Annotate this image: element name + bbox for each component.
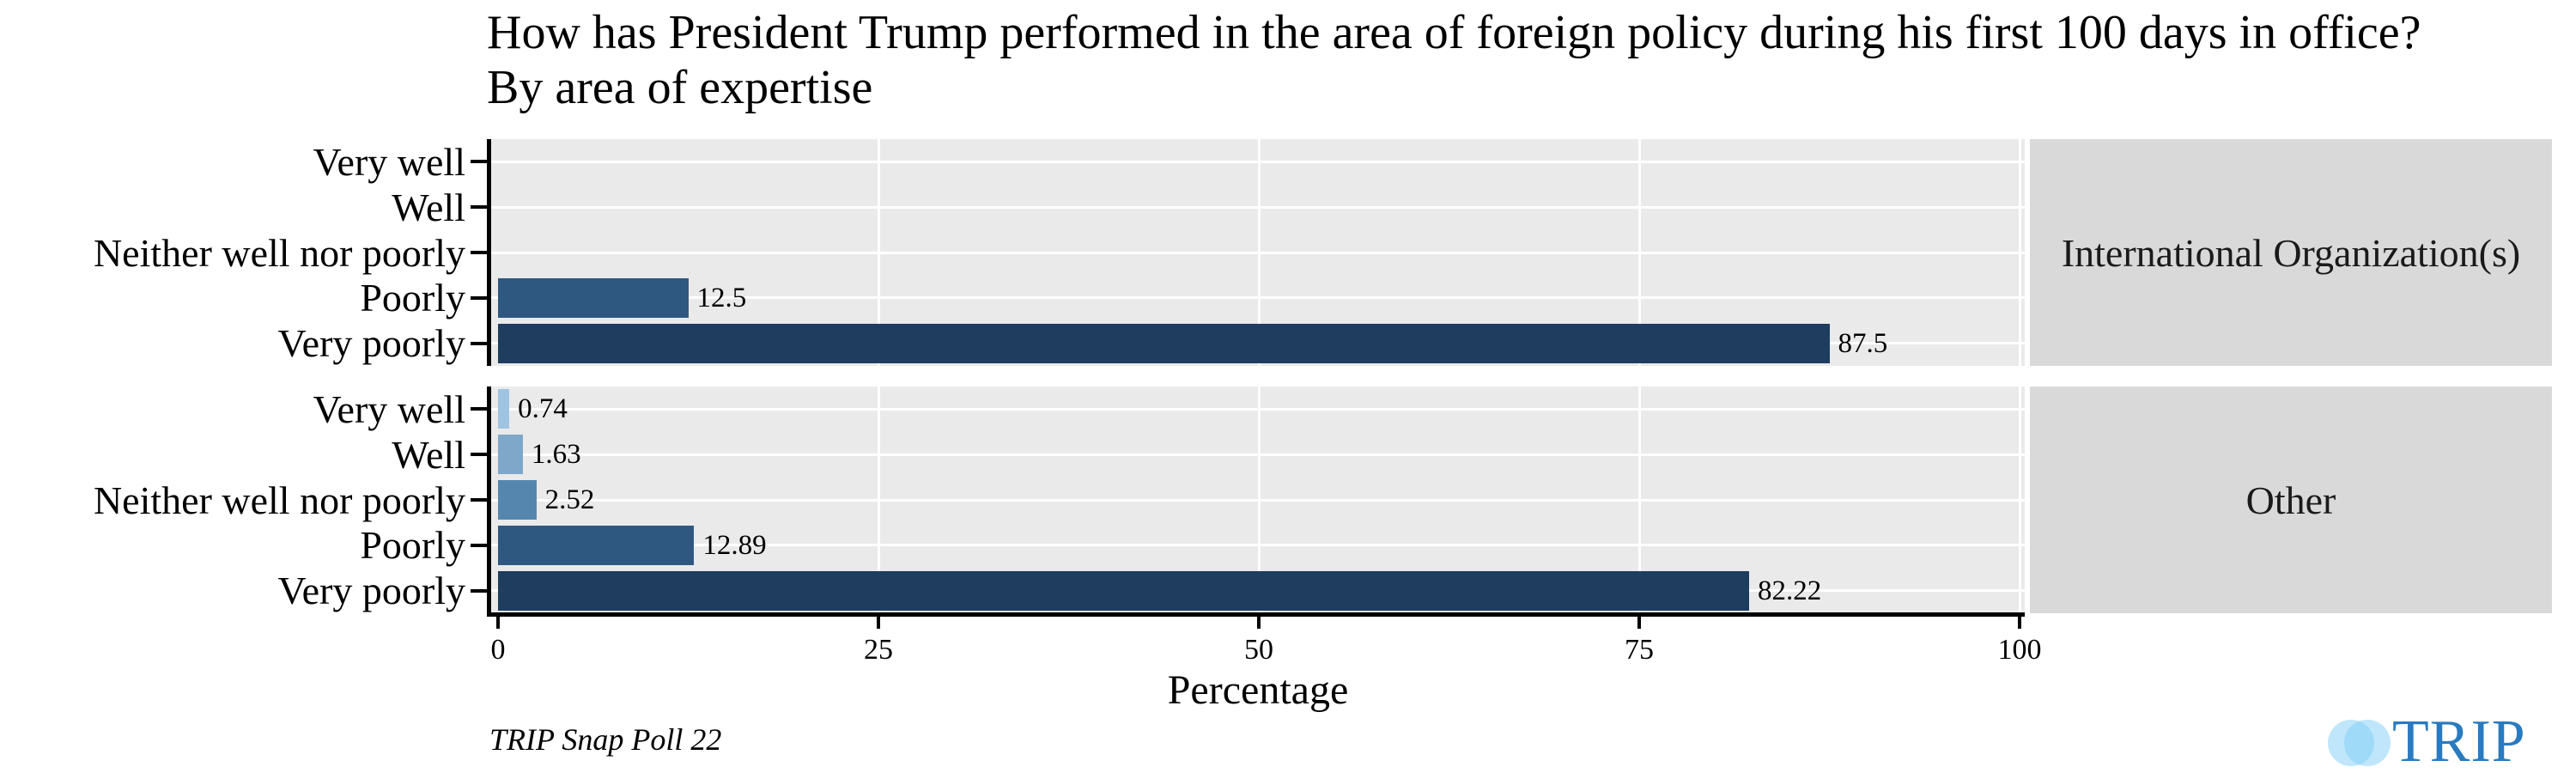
category-label: Very well [313,139,465,184]
x-tick-label: 50 [1244,634,1273,666]
category-tick [471,205,487,210]
category-label: Well [392,185,465,229]
gridline-horizontal [491,407,2025,411]
category-tick [471,407,487,411]
category-label: Very poorly [277,321,465,366]
bar [498,570,1749,611]
bar-value-label: 2.52 [544,484,595,515]
x-axis-tick [2018,617,2021,629]
chart-title: How has President Trump performed in the… [487,5,2421,115]
gridline-horizontal [491,453,2025,456]
x-axis-title: Percentage [1167,667,1349,713]
category-tick [471,295,487,300]
x-axis-tick [1637,617,1641,629]
category-tick [471,588,487,593]
x-tick-label: 25 [864,634,893,666]
chart-title-line2: By area of expertise [487,61,873,114]
logo-globe-icon [2328,720,2391,766]
category-tick [471,498,487,502]
gridline-horizontal [491,160,2025,163]
facet-panel: 0.74 1.63 2.52 12.89 82.22 [491,386,2025,613]
y-axis-line [487,139,491,366]
category-tick [471,160,487,164]
category-tick [471,543,487,547]
x-tick-label: 0 [490,634,506,666]
bar [498,277,689,318]
logo-text: TRIP [2392,709,2526,773]
gridline-horizontal [491,251,2025,254]
bar-value-label: 12.5 [696,282,747,313]
category-label: Well [392,432,465,477]
bar [498,480,537,520]
trip-logo: TRIP [2318,709,2526,773]
x-tick-label: 100 [1997,634,2042,666]
strip-label: Other [2245,478,2336,522]
bar-value-label: 1.63 [531,439,581,471]
x-axis-tick [877,617,880,629]
category-label: Poorly [360,523,465,568]
bar-value-label: 12.89 [702,529,767,561]
strip-label: International Organization(s) [2061,230,2521,275]
x-axis-line [487,612,2025,617]
bar [498,435,523,475]
bar [498,389,510,429]
x-tick-label: 75 [1625,634,1654,666]
chart-title-line1: How has President Trump performed in the… [487,6,2421,59]
gridline-horizontal [491,498,2025,502]
bar [498,525,695,565]
gridline-horizontal [491,296,2025,300]
gridline-horizontal [491,544,2025,547]
bar-value-label: 87.5 [1838,327,1888,359]
category-label: Neither well nor poorly [93,478,465,522]
category-tick [471,251,487,254]
facet-strip: International Organization(s) [2030,139,2552,366]
x-axis-tick [496,617,500,629]
facet-panel: 12.5 87.5 [491,139,2025,366]
chart-caption: TRIP Snap Poll 22 [489,722,722,757]
gridline-horizontal [491,205,2025,209]
bar [498,323,1830,363]
facet-strip: Other [2030,386,2552,613]
category-label: Very well [313,386,465,431]
category-label: Neither well nor poorly [93,230,465,275]
x-axis-tick [1257,617,1261,629]
y-axis-line [487,386,491,613]
category-label: Poorly [360,276,465,320]
category-tick [471,341,487,345]
category-label: Very poorly [277,569,465,613]
category-tick [471,453,487,457]
bar-value-label: 0.74 [518,393,568,425]
bar-value-label: 82.22 [1757,575,1822,606]
